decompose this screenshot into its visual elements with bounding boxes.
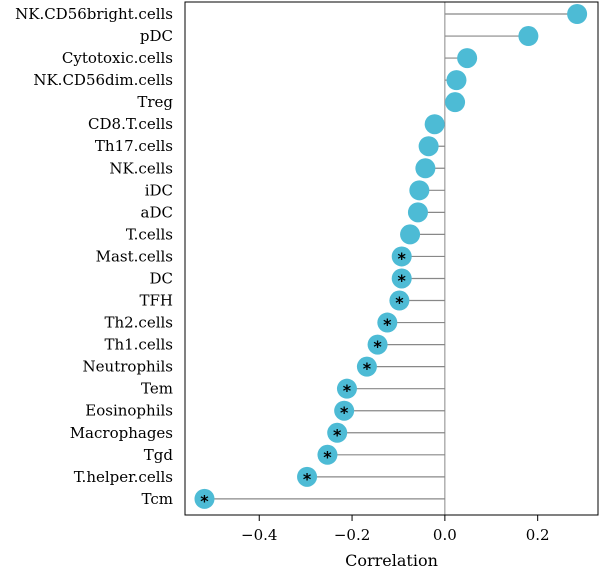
x-axis-title: Correlation: [345, 551, 438, 570]
data-point: [407, 202, 428, 223]
significance-star: *: [398, 271, 407, 290]
data-point: [389, 290, 410, 311]
significance-star: *: [363, 359, 372, 378]
data-point: [317, 444, 338, 465]
points-layer: ************: [194, 4, 588, 510]
data-point: [409, 180, 430, 201]
data-point: [297, 466, 318, 487]
category-label: Mast.cells: [96, 247, 173, 265]
category-label: TFH: [140, 292, 174, 310]
category-label: Tem: [141, 380, 173, 398]
significance-star: *: [200, 491, 209, 510]
category-label: Th17.cells: [95, 137, 173, 155]
category-label: NK.cells: [109, 159, 173, 177]
data-point: [457, 48, 478, 69]
x-axis: −0.4 −0.2 0.0 0.2: [241, 515, 550, 544]
category-label: pDC: [140, 27, 173, 45]
data-point: [334, 400, 355, 421]
significance-star: *: [343, 381, 352, 400]
x-tick-label: 0.0: [433, 526, 457, 544]
category-label: Tgd: [144, 446, 174, 464]
data-point: [367, 334, 388, 355]
x-tick-label: −0.4: [241, 526, 277, 544]
category-label: Treg: [137, 93, 173, 111]
data-point: [445, 92, 466, 113]
significance-star: *: [398, 249, 407, 268]
significance-star: *: [373, 337, 382, 356]
data-point: [415, 158, 436, 179]
category-labels: NK.CD56bright.cells pDC Cytotoxic.cells NK.…: [15, 5, 173, 508]
stems-layer: [204, 13, 578, 500]
significance-star: *: [303, 469, 312, 488]
category-label: NK.CD56bright.cells: [15, 5, 173, 23]
category-label: T.helper.cells: [74, 468, 173, 486]
significance-star: *: [383, 315, 392, 334]
significance-star: *: [333, 425, 342, 444]
category-label: Cytotoxic.cells: [62, 49, 173, 67]
category-label: T.cells: [126, 225, 173, 243]
x-tick-label: 0.2: [526, 526, 550, 544]
data-point: [446, 70, 467, 91]
category-label: Th1.cells: [104, 336, 173, 354]
category-label: NK.CD56dim.cells: [33, 71, 173, 89]
data-point: [356, 356, 377, 377]
plot-frame: [184, 1, 599, 516]
data-point: [518, 26, 539, 47]
data-point: [400, 224, 421, 245]
category-label: Macrophages: [70, 424, 173, 442]
x-tick-label: −0.2: [334, 526, 370, 544]
category-label: Eosinophils: [85, 402, 173, 420]
significance-star: *: [340, 403, 349, 422]
data-point: [391, 268, 412, 289]
category-label: CD8.T.cells: [88, 115, 173, 133]
significance-star: *: [323, 447, 332, 466]
significance-star: *: [395, 293, 404, 312]
data-point: [424, 114, 445, 135]
category-label: aDC: [141, 203, 173, 221]
data-point: [391, 246, 412, 267]
data-point: [567, 4, 588, 24]
data-point: [327, 422, 348, 443]
category-label: Th2.cells: [104, 314, 173, 332]
data-point: [377, 312, 398, 333]
category-label: Neutrophils: [83, 358, 173, 376]
category-label: iDC: [145, 181, 173, 199]
data-point: [418, 136, 439, 157]
category-label: Tcm: [142, 490, 173, 508]
data-point: [336, 378, 357, 399]
data-point: [194, 488, 215, 509]
category-label: DC: [149, 269, 173, 287]
